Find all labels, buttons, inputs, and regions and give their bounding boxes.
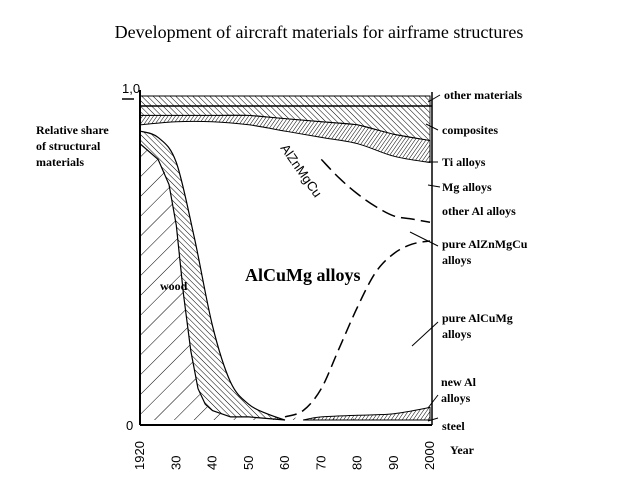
leader-mg	[427, 184, 441, 188]
x-tick-label: 90	[386, 456, 401, 470]
x-tick-label: 70	[313, 456, 328, 470]
label-composites: composites	[442, 123, 498, 137]
label-pure-alznmgcu: pure AlZnMgCu alloys	[442, 237, 530, 267]
y-axis-label-line-1: Relative share	[36, 123, 109, 137]
x-tick-label: 2000	[422, 441, 437, 470]
wood-area	[140, 143, 430, 420]
x-tick-label: 40	[205, 456, 220, 470]
alznmgcu-annotation: AlZnMgCu	[278, 141, 326, 200]
chart-title: Development of aircraft materials for ai…	[115, 22, 524, 42]
y-tick-bottom: 0	[126, 418, 133, 433]
label-pure-alcumg: pure AlCuMg alloys	[442, 311, 516, 341]
composites-band	[139, 105, 431, 141]
label-pure-alznmgcu-line-1: pure AlZnMgCu	[442, 237, 528, 251]
y-axis-label-line-2: of structural	[36, 139, 101, 153]
label-other-al-alloys: other Al alloys	[442, 204, 516, 218]
label-pure-alznmgcu-line-2: alloys	[442, 253, 472, 267]
label-new-al-alloys: new Al alloys	[441, 375, 479, 405]
new-al-alloys-band	[303, 406, 431, 421]
leader-other-materials	[427, 94, 441, 103]
x-axis-label: Year	[450, 443, 475, 457]
label-steel: steel	[442, 419, 465, 433]
label-mg-alloys: Mg alloys	[442, 180, 492, 194]
x-tick-labels: 1920 30 40 50 60 70 80 90 2000	[132, 441, 437, 470]
alznmgcu-curve	[320, 158, 431, 223]
steel-band	[139, 130, 286, 421]
label-new-al-alloys-line-1: new Al	[441, 375, 477, 389]
x-tick-label: 50	[241, 456, 256, 470]
leader-alzn	[409, 231, 439, 247]
ti-alloys-band	[139, 114, 431, 164]
leader-steel	[427, 417, 439, 422]
leader-new-al	[427, 394, 439, 409]
y-tick-top: 1,0	[122, 81, 140, 96]
label-pure-alcumg-line-2: alloys	[442, 327, 472, 341]
wood-label: wood	[160, 279, 188, 293]
other-materials-band	[139, 95, 431, 107]
x-tick-label: 1920	[132, 441, 147, 470]
leader-alcumg	[411, 321, 439, 347]
x-tick-label: 30	[168, 456, 183, 470]
y-axis-label-line-3: materials	[36, 155, 84, 169]
label-ti-alloys: Ti alloys	[442, 155, 486, 169]
label-other-materials: other materials	[444, 88, 522, 102]
x-tick-label: 80	[350, 456, 365, 470]
label-new-al-alloys-line-2: alloys	[441, 391, 471, 405]
alcumg-annotation: AlCuMg alloys	[245, 265, 361, 285]
alcumg-curve	[284, 240, 431, 418]
leader-composites	[425, 123, 439, 131]
x-tick-label: 60	[277, 456, 292, 470]
leader-lines	[409, 94, 441, 422]
label-pure-alcumg-line-1: pure AlCuMg	[442, 311, 513, 325]
